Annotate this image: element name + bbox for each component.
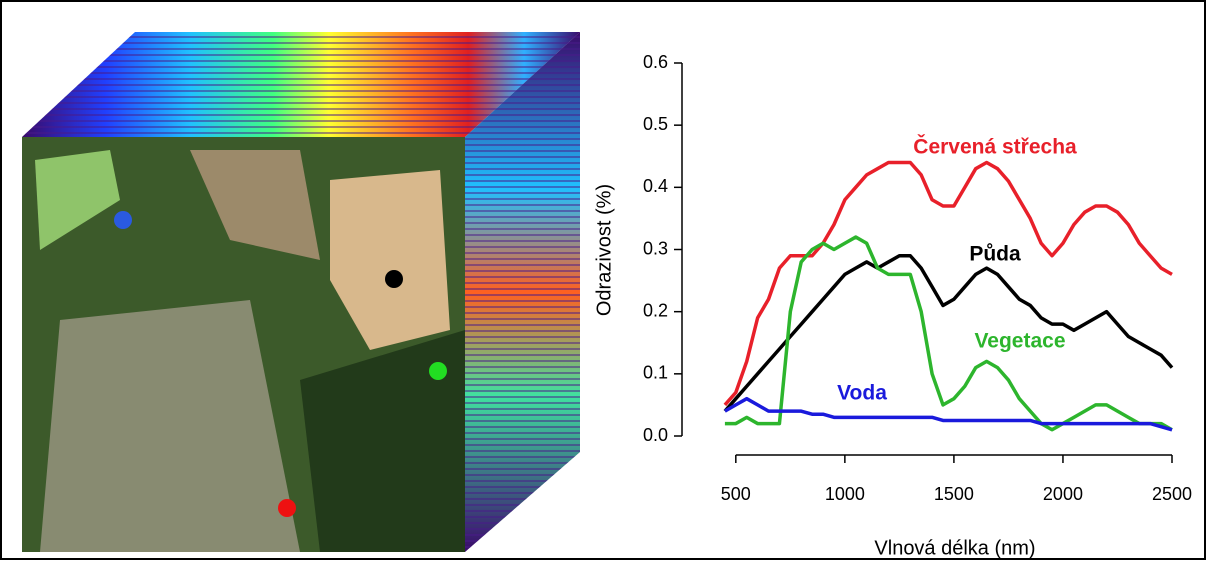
- cube-top-stripes: [22, 32, 580, 137]
- y-tick-label: 0.4: [643, 176, 668, 196]
- y-tick-label: 0.5: [643, 114, 668, 134]
- x-tick-label: 1500: [934, 484, 974, 504]
- forest: [300, 330, 465, 552]
- y-tick-label: 0.0: [643, 425, 668, 445]
- sample-dot: [429, 362, 447, 380]
- x-tick-label: 1000: [825, 484, 865, 504]
- y-tick-label: 0.3: [643, 238, 668, 258]
- x-tick-label: 2000: [1043, 484, 1083, 504]
- series-line: [724, 396, 1173, 432]
- sample-dot: [385, 270, 403, 288]
- meadow: [35, 150, 120, 250]
- y-axis-label: Odrazivost (%): [593, 184, 615, 316]
- y-tick-label: 0.6: [643, 52, 668, 72]
- y-tick-label: 0.1: [643, 363, 668, 383]
- field: [330, 170, 450, 350]
- series-line: [723, 253, 1174, 413]
- x-tick-label: 2500: [1152, 484, 1192, 504]
- series-label: Vegetace: [974, 330, 1065, 353]
- series-label: Červená střecha: [913, 135, 1077, 159]
- x-axis-label: Vlnová délka (nm): [874, 537, 1035, 559]
- sample-dot: [278, 499, 296, 517]
- cube-side-stripes: [465, 32, 580, 552]
- y-tick-label: 0.2: [643, 300, 668, 320]
- x-tick-label: 500: [721, 484, 751, 504]
- series-line: [724, 235, 1173, 432]
- series-label: Půda: [969, 243, 1021, 266]
- field: [190, 150, 320, 260]
- hyperspectral-cube: [22, 32, 580, 552]
- series-line: [723, 160, 1173, 407]
- sample-dot: [114, 211, 132, 229]
- series-label: Voda: [837, 382, 887, 405]
- town: [40, 300, 300, 552]
